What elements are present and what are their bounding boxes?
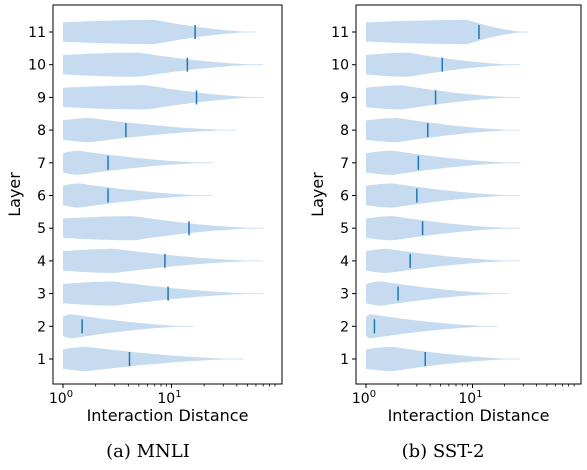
violin-layer-9 bbox=[63, 85, 264, 110]
violin-layer-3 bbox=[366, 281, 509, 306]
y-tick-label: 10 bbox=[331, 58, 349, 74]
y-tick-label: 9 bbox=[37, 90, 46, 106]
x-tick-label: 101 bbox=[458, 389, 482, 407]
y-tick-label: 2 bbox=[37, 319, 46, 335]
y-tick-label: 5 bbox=[340, 221, 349, 237]
y-tick-label: 1 bbox=[340, 352, 349, 368]
violin-layer-6 bbox=[63, 183, 213, 208]
y-tick-label: 11 bbox=[28, 25, 46, 41]
y-tick-label: 6 bbox=[340, 189, 349, 205]
y-tick-label: 7 bbox=[340, 156, 349, 172]
violin-layer-1 bbox=[366, 346, 521, 372]
y-tick-label: 4 bbox=[37, 254, 46, 270]
x-tick-label: 100 bbox=[352, 389, 376, 407]
x-axis-label: Interaction Distance bbox=[87, 406, 249, 425]
x-axis-label: Interaction Distance bbox=[388, 406, 550, 425]
panel-caption: (b) SST-2 bbox=[402, 441, 485, 462]
y-tick-label: 3 bbox=[37, 287, 46, 303]
violin-layer-8 bbox=[366, 118, 521, 143]
y-tick-label: 1 bbox=[37, 352, 46, 368]
y-tick-label: 2 bbox=[340, 319, 349, 335]
y-tick-label: 11 bbox=[331, 25, 349, 41]
violin-layer-11 bbox=[366, 19, 528, 45]
y-tick-label: 7 bbox=[37, 156, 46, 172]
y-tick-label: 10 bbox=[28, 58, 46, 74]
x-tick-label: 101 bbox=[157, 389, 181, 407]
violin-layer-5 bbox=[63, 216, 264, 241]
violin-layer-7 bbox=[63, 150, 213, 175]
plot-frame bbox=[52, 4, 283, 385]
y-axis-label: Layer bbox=[308, 172, 327, 217]
violin-layer-7 bbox=[366, 150, 521, 175]
violin-layer-10 bbox=[366, 52, 521, 77]
violin-layer-11 bbox=[63, 19, 256, 45]
violin-layer-9 bbox=[366, 85, 521, 110]
violin-layer-6 bbox=[366, 183, 521, 208]
violin-layer-2 bbox=[366, 314, 497, 339]
panel-caption: (a) MNLI bbox=[106, 441, 190, 462]
violin-layer-4 bbox=[366, 248, 521, 273]
plot-frame bbox=[355, 4, 582, 385]
y-tick-label: 8 bbox=[340, 123, 349, 139]
violin-layer-10 bbox=[63, 52, 264, 77]
y-tick-label: 4 bbox=[340, 254, 349, 270]
y-tick-label: 5 bbox=[37, 221, 46, 237]
violin-layer-4 bbox=[63, 248, 264, 273]
violin-layer-3 bbox=[63, 281, 264, 306]
y-tick-label: 3 bbox=[340, 287, 349, 303]
y-tick-label: 6 bbox=[37, 189, 46, 205]
x-tick-label: 100 bbox=[49, 389, 73, 407]
violin-layer-1 bbox=[63, 346, 244, 372]
y-tick-label: 8 bbox=[37, 123, 46, 139]
y-tick-label: 9 bbox=[340, 90, 349, 106]
y-axis-label: Layer bbox=[5, 172, 24, 217]
violin-layer-5 bbox=[366, 216, 521, 241]
violin-layer-8 bbox=[63, 118, 237, 143]
violin-layer-2 bbox=[63, 314, 194, 339]
